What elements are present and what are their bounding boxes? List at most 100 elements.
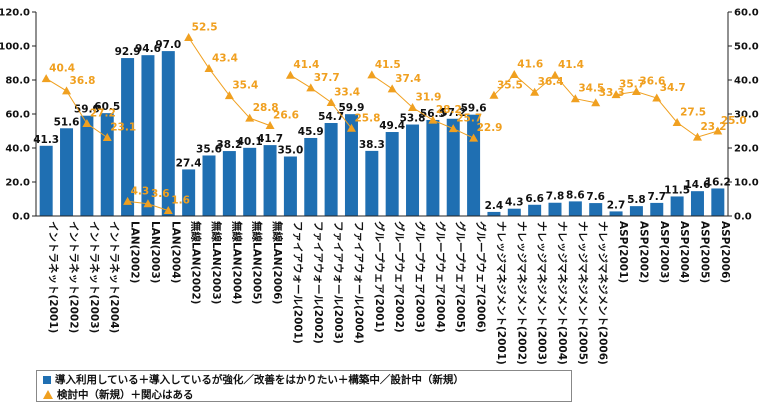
legend: 導入利用している＋導入しているが強化／改善をはかりたい＋構築中／設計中（新規） … — [36, 370, 572, 402]
line-value-label: 35.5 — [497, 79, 523, 91]
bar — [670, 196, 684, 216]
line-value-label: 26.6 — [273, 110, 299, 122]
bar — [629, 206, 643, 216]
bar-value-label: 7.6 — [586, 191, 605, 203]
line-value-label: 4.3 — [131, 185, 150, 197]
bar — [365, 150, 379, 216]
line-series: 40.436.827.223.14.3 3.61.652.543.435.428.… — [41, 22, 747, 215]
line-value-label: 43.4 — [212, 52, 238, 64]
category-label: LAN(2004) — [169, 221, 181, 283]
bar-value-label: 7.7 — [647, 191, 666, 203]
left-y-axis: 0.0 20.0 40.0 60.0 80.0 100.0 120.0 — [0, 8, 37, 223]
legend-item-line: 検討中（新規）＋関心はある — [43, 387, 565, 402]
bar — [609, 211, 623, 216]
bar — [304, 137, 318, 216]
line-value-label: 41.6 — [517, 59, 543, 71]
bar-value-label: 38.3 — [359, 139, 385, 151]
line-value-label: 37.7 — [314, 72, 340, 84]
bar-value-label: 59.9 — [339, 102, 365, 114]
line-marker — [143, 199, 153, 208]
line-marker — [346, 123, 356, 132]
category-label: ファイアウォール(2004) — [352, 221, 364, 344]
line-value-label: 34.7 — [660, 82, 686, 94]
bar-value-label: 92.9 — [115, 46, 141, 58]
line-marker — [530, 87, 540, 96]
line-value-label: 36.4 — [538, 76, 564, 88]
category-label: ナレッジマネジメント(2003) — [536, 221, 548, 365]
category-label: イントラネット(2004) — [108, 221, 120, 333]
category-label: グループウェア(2003) — [414, 221, 427, 333]
bar — [263, 145, 277, 216]
line-segment — [290, 74, 352, 129]
bar-value-label: 11.5 — [664, 184, 690, 196]
line-value-label: 23.2 — [700, 121, 726, 133]
legend-bar-swatch — [43, 375, 51, 384]
bar — [222, 151, 236, 216]
legend-triangle-swatch — [43, 390, 53, 399]
category-label: LAN(2003) — [149, 221, 161, 283]
category-label: ASP(2005) — [698, 221, 710, 283]
right-tick-label: 50.0 — [734, 42, 759, 53]
left-tick-label: 0.0 — [12, 212, 30, 223]
line-value-label: 25.0 — [721, 115, 747, 127]
category-label: グループウェア(2001) — [373, 221, 386, 333]
line-value-label: 41.4 — [558, 59, 584, 71]
left-tick-label: 20.0 — [5, 178, 30, 189]
line-marker — [611, 90, 621, 99]
line-marker — [265, 121, 275, 130]
line-value-label: 34.5 — [578, 83, 604, 95]
category-label: 無線LAN(2004) — [230, 221, 243, 304]
line-marker — [672, 118, 682, 126]
line-value-label: 37.4 — [395, 73, 421, 85]
line-marker — [631, 87, 641, 96]
line-value-label: 40.4 — [49, 63, 75, 75]
bar — [161, 51, 175, 216]
line-value-label: 35.4 — [232, 80, 258, 92]
line-value-label: 31.9 — [416, 92, 442, 104]
bar — [39, 145, 53, 216]
left-tick-label: 120.0 — [0, 8, 30, 19]
line-marker — [570, 94, 580, 103]
bar-value-label: 16.2 — [705, 176, 731, 188]
right-tick-label: 10.0 — [734, 178, 759, 189]
bar-value-label: 51.6 — [54, 116, 80, 128]
line-marker — [713, 126, 723, 135]
bar-value-label: 41.7 — [257, 133, 283, 145]
line-marker — [591, 98, 601, 107]
line-value-label: 28.8 — [253, 102, 279, 114]
line-marker — [41, 74, 51, 83]
bar-value-label: 5.8 — [627, 194, 646, 206]
line-marker — [489, 90, 499, 99]
category-label: LAN(2002) — [129, 221, 141, 283]
line-marker — [163, 206, 173, 215]
line-marker — [550, 70, 560, 79]
bar-value-label: 40.1 — [237, 136, 263, 148]
bar-value-label: 35.6 — [196, 143, 222, 155]
bar — [528, 204, 542, 216]
right-tick-label: 30.0 — [734, 110, 759, 121]
bar — [568, 201, 582, 216]
bar — [202, 155, 216, 216]
category-label: グループウェア(2006) — [475, 221, 488, 333]
bar — [487, 211, 501, 216]
line-value-label: 3.6 — [151, 188, 170, 200]
right-tick-label: 40.0 — [734, 76, 759, 87]
line-marker — [306, 83, 316, 92]
bar-value-label: 35.0 — [277, 145, 303, 157]
bar — [650, 202, 664, 216]
category-label: ファイアウォール(2003) — [332, 221, 344, 344]
right-tick-label: 0.0 — [734, 212, 752, 223]
line-value-label: 33.4 — [334, 86, 360, 98]
line-marker — [62, 86, 72, 95]
category-label: ナレッジマネジメント(2006) — [597, 221, 609, 365]
line-value-label: 22.9 — [477, 122, 503, 134]
bar-value-label: 49.4 — [379, 120, 405, 132]
line-marker — [245, 113, 255, 122]
bar-value-label: 4.3 — [505, 197, 524, 209]
line-marker — [428, 115, 438, 124]
left-tick-label: 100.0 — [0, 42, 30, 53]
bar — [426, 119, 440, 216]
right-tick-label: 20.0 — [734, 144, 759, 155]
bar-value-label: 14.6 — [685, 179, 711, 191]
